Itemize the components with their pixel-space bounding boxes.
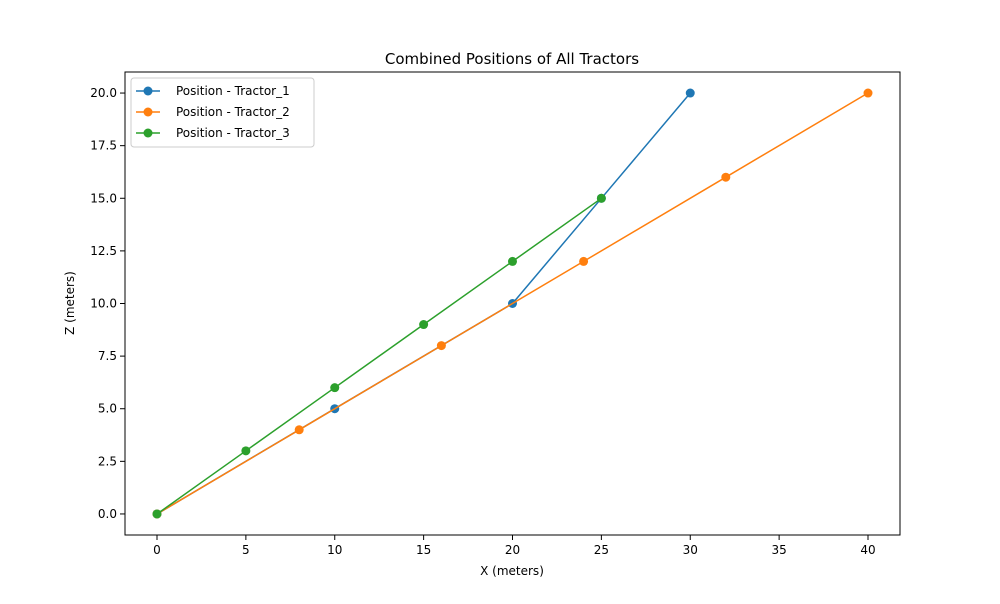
data-point <box>721 172 731 182</box>
x-tick-label: 20 <box>505 543 520 557</box>
data-point <box>579 256 589 266</box>
x-tick-label: 40 <box>860 543 875 557</box>
series-line <box>156 197 602 515</box>
legend-label: Position - Tractor_3 <box>176 126 290 140</box>
chart-title: Combined Positions of All Tractors <box>385 50 639 68</box>
series-layer <box>152 88 873 519</box>
tick-layer: 0 5 10 15 20 25 30 35 40 0.0 2.5 5.0 7.5 10.0 12.5 15.0… <box>90 86 875 557</box>
series-line <box>156 92 691 515</box>
series-line <box>156 92 869 515</box>
legend: Position - Tractor_1 Position - Tractor_2… <box>130 77 315 148</box>
legend-entry: Position - Tractor_3 <box>136 126 290 140</box>
legend-entry: Position - Tractor_1 <box>136 84 290 98</box>
y-tick-label: 5.0 <box>98 402 117 416</box>
y-tick-label: 10.0 <box>90 297 117 311</box>
x-tick-label: 35 <box>771 543 786 557</box>
data-point <box>330 383 340 393</box>
x-tick-label: 10 <box>327 543 342 557</box>
legend-marker <box>143 86 153 96</box>
data-point <box>685 88 695 98</box>
x-tick-label: 5 <box>242 543 250 557</box>
y-tick-label: 20.0 <box>90 86 117 100</box>
x-axis-title: X (meters) <box>480 564 544 578</box>
y-tick-label: 0.0 <box>98 507 117 521</box>
y-tick-label: 17.5 <box>90 139 117 153</box>
legend-box <box>130 77 315 148</box>
y-tick-label: 15.0 <box>90 191 117 205</box>
data-point <box>241 446 251 456</box>
series-1 <box>152 88 695 519</box>
x-tick-label: 25 <box>594 543 609 557</box>
y-tick-label: 12.5 <box>90 244 117 258</box>
plot-frame <box>124 71 901 536</box>
legend-label: Position - Tractor_2 <box>176 105 290 119</box>
x-tick-label: 15 <box>416 543 431 557</box>
y-tick-label: 2.5 <box>98 454 117 468</box>
data-point <box>419 320 429 330</box>
y-axis-title: Z (meters) <box>63 271 77 335</box>
legend-label: Position - Tractor_1 <box>176 84 290 98</box>
series-2 <box>152 88 873 519</box>
x-tick-label: 30 <box>683 543 698 557</box>
data-point <box>508 256 517 266</box>
data-point <box>294 425 304 435</box>
y-tick-label: 7.5 <box>98 349 117 363</box>
x-tick-label: 0 <box>153 543 161 557</box>
series-3 <box>152 193 606 519</box>
data-point <box>152 509 162 519</box>
data-point <box>596 193 606 203</box>
legend-marker <box>143 128 153 138</box>
data-point <box>863 88 873 98</box>
legend-marker <box>143 107 153 117</box>
legend-entry: Position - Tractor_2 <box>136 105 290 119</box>
data-point <box>436 341 446 351</box>
